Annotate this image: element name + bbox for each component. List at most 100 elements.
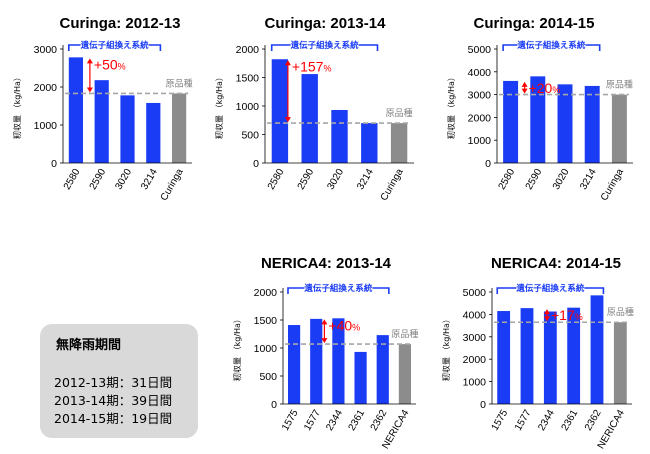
gain-unit: % bbox=[118, 61, 126, 71]
x-tick-label: 3020 bbox=[551, 167, 572, 192]
baseline-label: 原品種 bbox=[391, 329, 418, 340]
gain-arrow-head bbox=[86, 87, 93, 93]
x-tick-label: 1575 bbox=[280, 408, 301, 433]
x-tick-label: 2362 bbox=[369, 408, 390, 433]
y-tick-label: 5000 bbox=[463, 287, 487, 299]
bracket-label-bg bbox=[516, 281, 585, 293]
y-axis-label: 籾収量 （kg/Ha） bbox=[12, 73, 22, 139]
gain-unit: % bbox=[323, 63, 331, 73]
baseline-label: 原品種 bbox=[166, 78, 193, 89]
x-tick-label: 3214 bbox=[578, 167, 599, 192]
transgenic-label: 遺伝子組換え系統 bbox=[516, 40, 586, 51]
y-tick-label: 3000 bbox=[468, 90, 492, 102]
x-tick-label: 2362 bbox=[583, 408, 604, 433]
bracket-label-bg bbox=[80, 38, 149, 50]
bar bbox=[271, 59, 289, 164]
y-tick-label: 2000 bbox=[468, 112, 492, 124]
bar bbox=[120, 95, 135, 163]
bar-chart: Curinga: 2012-13 0 1000 2000 3000 籾収量 （kg/Ha）… bbox=[12, 15, 193, 203]
gain-arrow-head bbox=[521, 81, 528, 87]
bar bbox=[310, 318, 323, 404]
x-tick-label: 2344 bbox=[324, 408, 345, 433]
drought-period-line: 2014-15期：19日間 bbox=[54, 411, 173, 426]
x-tick-label: Curinga bbox=[159, 167, 186, 203]
x-tick-label: 3020 bbox=[113, 167, 134, 192]
x-tick-label: 2590 bbox=[88, 167, 109, 192]
bar bbox=[376, 335, 389, 404]
y-tick-label: 1500 bbox=[254, 315, 278, 327]
y-axis-label: 籾収量 （kg/Ha） bbox=[232, 315, 242, 381]
x-tick-label: 2580 bbox=[497, 167, 518, 192]
x-tick-label: 3214 bbox=[139, 167, 160, 192]
gain-arrow-head bbox=[544, 309, 550, 315]
bar bbox=[287, 325, 301, 404]
y-tick-label: 3000 bbox=[34, 44, 58, 56]
gain-value: +40 bbox=[328, 317, 352, 333]
bar bbox=[146, 102, 161, 163]
bar bbox=[361, 123, 378, 163]
bracket-label-bg bbox=[304, 281, 373, 293]
baseline-bar bbox=[172, 93, 187, 163]
y-tick-label: 1000 bbox=[236, 101, 260, 113]
chart-title: Curinga: 2014-15 bbox=[474, 15, 595, 32]
y-tick-label: 0 bbox=[271, 399, 277, 411]
y-tick-label: 1500 bbox=[236, 73, 260, 85]
y-tick-label: 500 bbox=[259, 371, 277, 383]
gain-unit: % bbox=[352, 322, 360, 332]
x-tick-label: 2580 bbox=[62, 167, 83, 192]
x-tick-label: 2361 bbox=[347, 408, 368, 433]
gain-unit: % bbox=[575, 312, 583, 322]
chart-title: Curinga: 2013-14 bbox=[265, 15, 387, 32]
gain-label: +17% bbox=[551, 307, 583, 323]
gain-label: +157% bbox=[292, 58, 332, 74]
x-tick-label: 3020 bbox=[325, 167, 346, 192]
x-tick-label: Curinga bbox=[379, 167, 406, 203]
bar-chart: NERICA4: 2013-14 0 500 1000 1500 2000 籾収量 （kg/… bbox=[232, 255, 418, 451]
bar bbox=[520, 308, 534, 404]
gain-arrow-head bbox=[544, 316, 550, 322]
y-tick-label: 1000 bbox=[463, 377, 487, 389]
y-tick-label: 2000 bbox=[34, 82, 58, 94]
gain-unit: % bbox=[552, 85, 560, 95]
bar bbox=[94, 80, 109, 163]
bar bbox=[530, 76, 546, 163]
bar bbox=[543, 311, 557, 404]
x-tick-label: 3214 bbox=[355, 167, 376, 192]
y-tick-label: 4000 bbox=[463, 309, 487, 321]
bar bbox=[557, 84, 573, 163]
bar-chart: NERICA4: 2014-15 0 1000 2000 3000 4000 5000 籾収量… bbox=[441, 255, 634, 451]
bar bbox=[301, 74, 318, 163]
y-tick-label: 0 bbox=[480, 399, 486, 411]
gain-arrow-head bbox=[321, 319, 328, 325]
y-axis-label: 籾収量 （kg/Ha） bbox=[441, 315, 451, 381]
x-tick-label: 2590 bbox=[524, 167, 545, 192]
bar bbox=[584, 85, 600, 163]
y-axis-label: 籾収量 （kg/Ha） bbox=[446, 73, 456, 139]
y-tick-label: 1000 bbox=[254, 343, 278, 355]
gain-value: +50 bbox=[94, 56, 118, 72]
bracket-label-bg bbox=[517, 38, 586, 50]
x-tick-label: 2344 bbox=[536, 408, 557, 433]
gain-arrow-head bbox=[86, 58, 93, 64]
baseline-bar bbox=[611, 94, 627, 163]
y-tick-label: 2000 bbox=[254, 287, 278, 299]
y-tick-label: 0 bbox=[253, 158, 259, 170]
bracket-label-bg bbox=[290, 38, 359, 50]
chart-title: NERICA4: 2014-15 bbox=[491, 255, 621, 272]
bar-chart: Curinga: 2014-15 0 1000 2000 3000 4000 5000 籾収量… bbox=[446, 15, 633, 203]
gain-value: +20 bbox=[529, 80, 553, 96]
gain-value: +17 bbox=[551, 307, 575, 323]
y-tick-label: 0 bbox=[51, 158, 57, 170]
bar bbox=[503, 80, 519, 163]
bar bbox=[497, 311, 511, 404]
x-tick-label: Curinga bbox=[599, 167, 626, 203]
y-tick-label: 500 bbox=[241, 130, 259, 142]
y-tick-label: 2000 bbox=[236, 44, 260, 56]
y-tick-label: 2000 bbox=[463, 354, 487, 366]
bar bbox=[354, 351, 367, 404]
drought-period-title: 無降雨期間 bbox=[56, 338, 122, 353]
y-axis-label: 籾収量 （kg/Ha） bbox=[214, 73, 224, 139]
gain-arrow-head bbox=[521, 88, 528, 94]
bar bbox=[590, 295, 604, 404]
drought-period-box: 無降雨期間 2012-13期：31日間 2013-14期：39日間 2014-1… bbox=[40, 324, 198, 438]
